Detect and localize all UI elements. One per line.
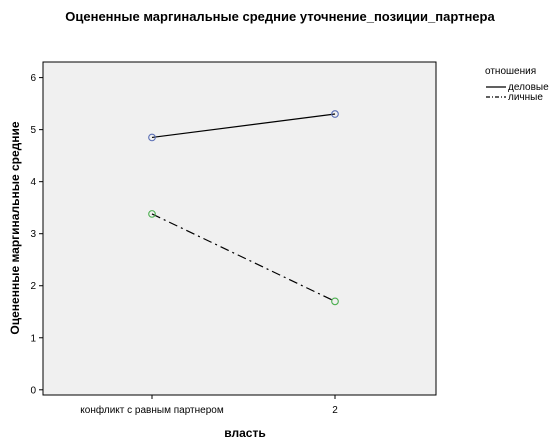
legend-title: отношения <box>485 66 536 77</box>
legend-label-1: личные <box>508 92 543 103</box>
plot-area <box>42 61 437 396</box>
y-tick-label: 3 <box>30 229 36 240</box>
y-tick-label: 1 <box>30 333 36 344</box>
x-tick-label: конфликт с равным партнером <box>80 404 224 416</box>
series-line-1 <box>151 213 336 302</box>
chart-title: Оцененные маргинальные средние уточнение… <box>65 9 495 24</box>
data-point-1-1 <box>331 297 339 306</box>
y-tick-label: 0 <box>30 385 36 396</box>
data-point-0-1 <box>331 110 339 118</box>
x-axis: конфликт с равным партнером 2 <box>80 395 338 416</box>
y-tick-label: 2 <box>30 281 36 292</box>
x-tick-label: 2 <box>332 405 338 416</box>
data-point-1-0 <box>148 210 156 218</box>
y-axis-title: Оцененные маргинальные средние <box>8 121 22 335</box>
series-line-0 <box>151 113 336 139</box>
x-axis-title: власть <box>224 426 265 440</box>
y-tick-label: 5 <box>30 125 36 136</box>
legend-label-0: деловые <box>508 82 549 93</box>
y-tick-label: 6 <box>30 73 36 84</box>
y-axis: 0 1 2 3 4 5 6 <box>30 73 43 396</box>
y-tick-label: 4 <box>30 177 36 188</box>
data-point-0-0 <box>148 133 156 142</box>
series-layer <box>148 110 339 306</box>
